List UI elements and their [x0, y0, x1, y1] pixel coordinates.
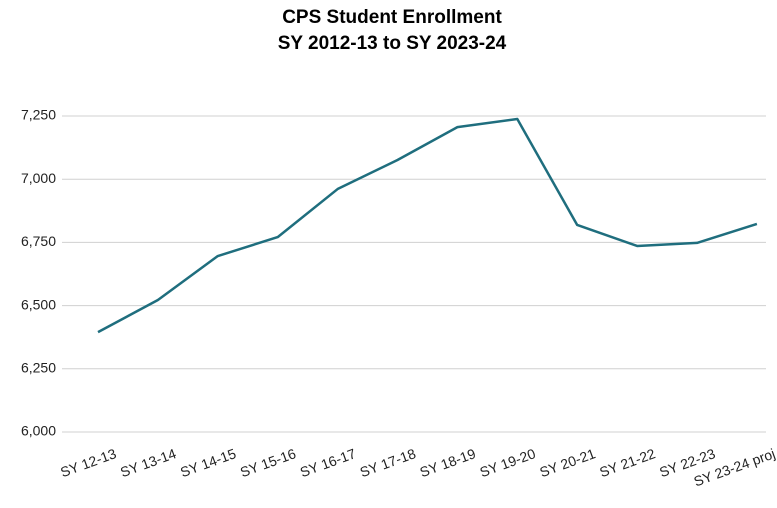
x-tick-label: SY 14-15 — [178, 445, 238, 480]
x-tick-label: SY 16-17 — [298, 445, 358, 480]
x-tick-label: SY 20-21 — [537, 445, 597, 480]
x-tick-label: SY 21-22 — [597, 445, 657, 480]
chart-subtitle: SY 2012-13 to SY 2023-24 — [278, 33, 507, 54]
y-tick-label: 6,250 — [21, 360, 56, 376]
y-tick-label: 6,750 — [21, 233, 56, 249]
y-tick-label: 6,000 — [21, 423, 56, 439]
y-tick-label: 7,250 — [21, 107, 56, 123]
line — [97, 117, 758, 334]
chart-title: CPS Student Enrollment — [282, 7, 502, 28]
x-tick-label: SY 15-16 — [238, 445, 298, 480]
x-tick-label: SY 19-20 — [478, 445, 538, 480]
y-tick-label: 6,500 — [21, 296, 56, 312]
x-tick-label: SY 12-13 — [58, 445, 118, 480]
x-tick-label: SY 13-14 — [118, 445, 178, 480]
x-tick-label: SY 17-18 — [358, 445, 418, 480]
x-tick-label: SY 18-19 — [418, 445, 478, 480]
y-tick-label: 7,000 — [21, 170, 56, 186]
